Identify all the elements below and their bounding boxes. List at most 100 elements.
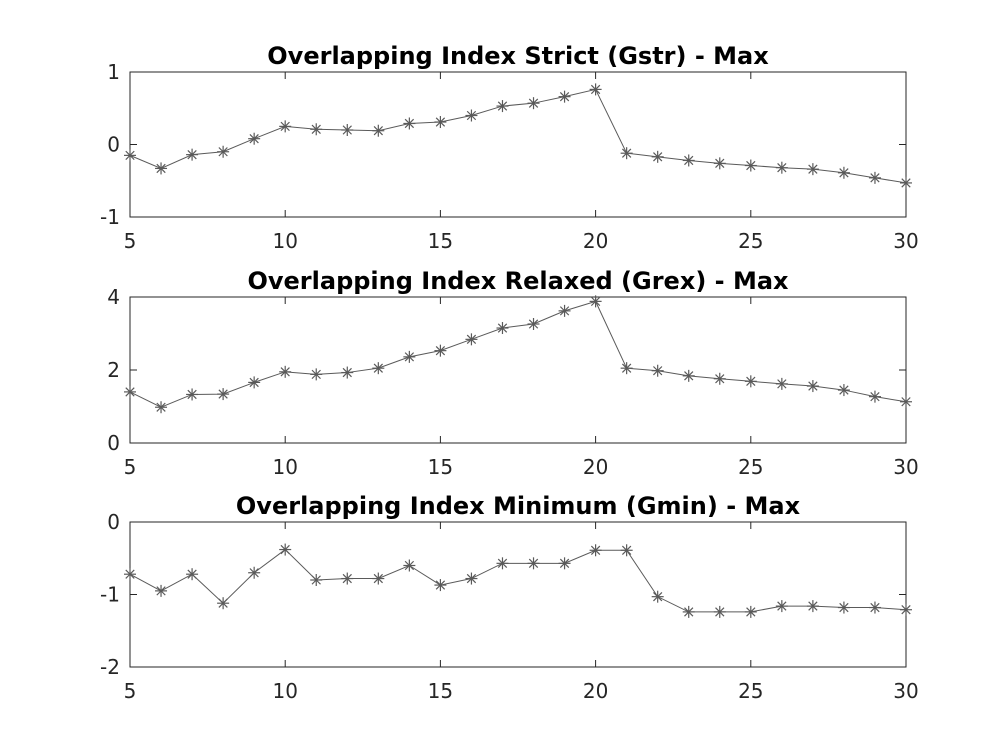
- x-tick-label: 15: [428, 679, 453, 703]
- y-tick-label: 1: [107, 60, 120, 84]
- data-point-marker: [868, 390, 881, 403]
- data-point-marker: [186, 568, 199, 581]
- x-tick-label: 10: [272, 455, 297, 479]
- data-point-marker: [248, 376, 261, 389]
- data-point-marker: [465, 109, 478, 122]
- data-point-marker: [403, 559, 416, 572]
- data-point-marker: [403, 350, 416, 363]
- y-tick-label: -1: [100, 205, 120, 229]
- data-point-marker: [900, 176, 912, 189]
- data-point-marker: [589, 83, 602, 96]
- data-point-marker: [868, 171, 881, 184]
- data-point-marker: [155, 162, 168, 175]
- data-point-marker: [527, 318, 540, 331]
- data-point-marker: [155, 401, 168, 414]
- x-tick-label: 25: [738, 229, 763, 253]
- data-point-marker: [279, 543, 292, 556]
- data-point-marker: [434, 116, 447, 129]
- data-point-marker: [651, 150, 664, 163]
- x-tick-label: 20: [583, 229, 608, 253]
- data-point-marker: [372, 572, 385, 585]
- x-tick-label: 20: [583, 679, 608, 703]
- data-point-marker: [837, 384, 850, 397]
- x-tick-label: 30: [893, 679, 918, 703]
- y-tick-label: -1: [100, 583, 120, 607]
- data-point-marker: [434, 344, 447, 357]
- data-point-marker: [744, 605, 757, 618]
- data-point-marker: [775, 377, 788, 390]
- subplot-strict-title: Overlapping Index Strict (Gstr) - Max: [267, 42, 769, 70]
- data-point-marker: [186, 388, 199, 401]
- data-point-marker: [527, 557, 540, 570]
- data-point-marker: [775, 161, 788, 174]
- data-point-marker: [744, 375, 757, 388]
- axes-box: [129, 521, 907, 668]
- data-point-marker: [248, 566, 261, 579]
- x-tick-label: 15: [428, 229, 453, 253]
- x-tick-label: 5: [124, 679, 137, 703]
- series-line: [129, 548, 907, 613]
- data-point-marker: [527, 97, 540, 110]
- data-point-marker: [837, 601, 850, 614]
- data-point-marker: [620, 544, 633, 557]
- data-point-marker: [341, 572, 354, 585]
- data-point-marker: [155, 584, 168, 597]
- data-point-marker: [806, 163, 819, 176]
- data-point-marker: [248, 132, 261, 145]
- x-tick-label: 5: [124, 455, 137, 479]
- subplot-relaxed-title: Overlapping Index Relaxed (Grex) - Max: [247, 267, 789, 295]
- data-point-marker: [589, 295, 602, 308]
- data-point-marker: [682, 369, 695, 382]
- data-point-marker: [713, 605, 726, 618]
- x-tick-label: 10: [272, 679, 297, 703]
- subplot-minimum-title: Overlapping Index Minimum (Gmin) - Max: [236, 492, 801, 520]
- data-point-marker: [744, 159, 757, 172]
- data-point-marker: [372, 124, 385, 137]
- data-point-marker: [806, 380, 819, 393]
- data-point-marker: [651, 590, 664, 603]
- data-point-marker: [713, 157, 726, 170]
- data-point-marker: [496, 100, 509, 113]
- data-point-marker: [434, 579, 447, 592]
- data-point-marker: [496, 322, 509, 335]
- x-tick-label: 20: [583, 455, 608, 479]
- x-tick-label: 15: [428, 455, 453, 479]
- axes-box: [129, 71, 907, 218]
- subplot-minimum: Overlapping Index Minimum (Gmin) - Max 5…: [100, 492, 919, 703]
- data-point-marker: [372, 362, 385, 375]
- data-point-marker: [465, 333, 478, 346]
- data-point-marker: [558, 90, 571, 103]
- data-point-marker: [837, 166, 850, 179]
- axes-box: [129, 296, 907, 444]
- data-point-marker: [868, 601, 881, 614]
- y-tick-label: -2: [100, 655, 120, 679]
- data-point-marker: [310, 123, 323, 136]
- y-tick-label: 4: [107, 285, 120, 309]
- y-tick-label: 0: [107, 133, 120, 157]
- data-point-marker: [124, 385, 136, 398]
- x-tick-label: 30: [893, 229, 918, 253]
- data-point-marker: [124, 149, 136, 162]
- data-point-marker: [186, 148, 199, 161]
- data-point-marker: [806, 600, 819, 613]
- data-point-marker: [465, 572, 478, 585]
- data-point-marker: [651, 364, 664, 377]
- data-point-marker: [217, 145, 230, 158]
- x-tick-label: 5: [124, 229, 137, 253]
- data-point-marker: [403, 117, 416, 130]
- data-point-marker: [496, 557, 509, 570]
- x-tick-label: 10: [272, 229, 297, 253]
- data-point-marker: [217, 597, 230, 610]
- data-point-marker: [775, 600, 788, 613]
- subplot-strict: Overlapping Index Strict (Gstr) - Max 5 1…: [100, 42, 919, 253]
- data-point-marker: [682, 154, 695, 167]
- data-point-marker: [341, 124, 354, 136]
- data-point-marker: [124, 568, 136, 581]
- data-point-marker: [558, 557, 571, 570]
- data-point-marker: [682, 605, 695, 618]
- x-tick-label: 25: [738, 455, 763, 479]
- y-tick-label: 0: [107, 510, 120, 534]
- x-tick-label: 30: [893, 455, 918, 479]
- data-point-marker: [310, 368, 323, 381]
